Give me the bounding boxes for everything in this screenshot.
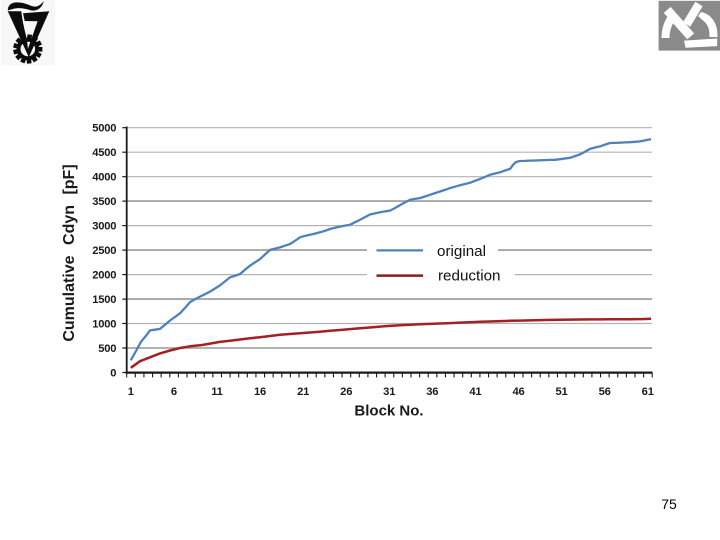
svg-text:original: original (437, 243, 486, 260)
svg-text:1000: 1000 (92, 319, 116, 331)
svg-text:41: 41 (469, 386, 481, 398)
svg-text:46: 46 (512, 386, 524, 398)
svg-text:500: 500 (98, 343, 116, 355)
svg-text:2000: 2000 (92, 270, 116, 282)
svg-text:6: 6 (171, 386, 177, 398)
svg-text:26: 26 (340, 386, 352, 398)
svg-text:3000: 3000 (92, 221, 116, 233)
svg-text:31: 31 (383, 386, 395, 398)
svg-text:1: 1 (128, 386, 134, 398)
svg-text:16: 16 (254, 386, 266, 398)
svg-text:1500: 1500 (92, 294, 116, 306)
svg-text:Cumulative Cdyn [pF]: Cumulative Cdyn [pF] (61, 164, 78, 341)
svg-text:2500: 2500 (92, 245, 116, 257)
svg-text:reduction: reduction (438, 267, 500, 284)
svg-text:3500: 3500 (92, 196, 116, 208)
svg-text:36: 36 (426, 386, 438, 398)
svg-text:5000: 5000 (92, 123, 116, 135)
svg-text:51: 51 (555, 386, 567, 398)
svg-text:0: 0 (110, 368, 116, 380)
svg-text:11: 11 (211, 386, 222, 398)
svg-text:21: 21 (297, 386, 309, 398)
svg-text:Block No.: Block No. (354, 403, 423, 420)
svg-text:4500: 4500 (92, 147, 116, 159)
svg-text:56: 56 (599, 386, 611, 398)
svg-text:4000: 4000 (92, 172, 116, 184)
svg-text:61: 61 (642, 386, 654, 398)
